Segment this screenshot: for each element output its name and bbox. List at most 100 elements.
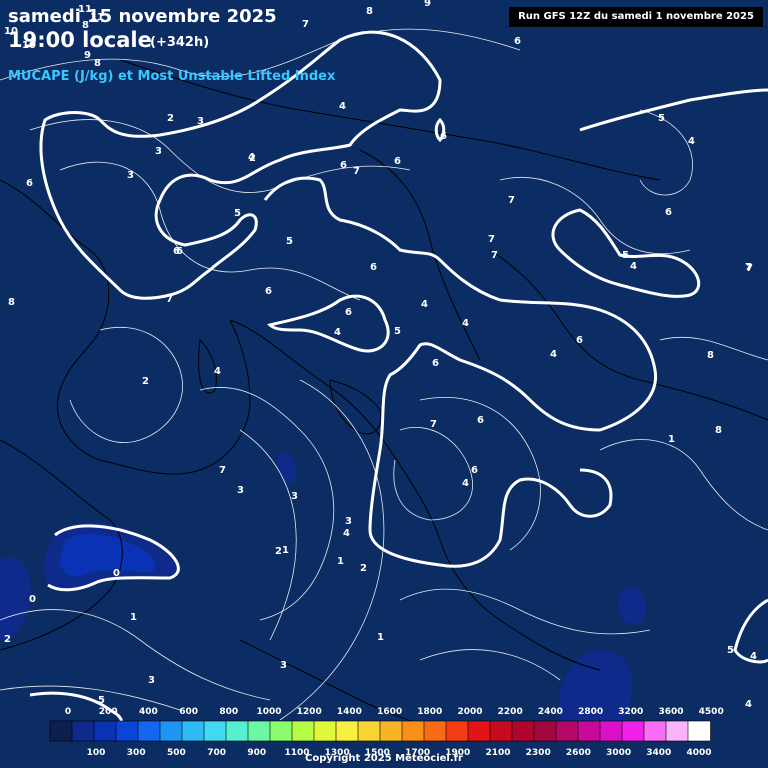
- legend-tick-label: 2600: [566, 748, 591, 758]
- legend-tick-label: 3400: [646, 748, 671, 758]
- li-contours-thick: [29, 30, 768, 732]
- legend-tick-label: 900: [247, 748, 266, 758]
- lifted-index-label: 4: [745, 699, 752, 710]
- cape-area-central: [277, 453, 297, 484]
- lifted-index-label: 8: [8, 297, 15, 308]
- li-contours-thin: [0, 28, 768, 721]
- lifted-index-label: 7: [488, 234, 495, 245]
- lifted-index-label: 6: [265, 286, 272, 297]
- cape-area-west-edge: [0, 557, 31, 640]
- lifted-index-label: 6: [394, 156, 401, 167]
- lifted-index-label: 4: [630, 261, 637, 272]
- legend-tick-label: 1600: [377, 707, 402, 717]
- lifted-index-label: 2: [275, 546, 282, 557]
- run-info-badge: Run GFS 12Z du samedi 1 novembre 2025: [509, 7, 763, 27]
- legend-color-cell: [423, 720, 447, 742]
- lifted-index-label: 0: [29, 594, 36, 605]
- lifted-index-label: 5: [98, 695, 105, 706]
- legend-tick-label: 300: [127, 748, 146, 758]
- coastlines: [0, 59, 768, 741]
- lifted-index-label: 1: [668, 434, 675, 445]
- cape-area-west-core: [59, 533, 156, 577]
- forecast-date: samedi 15 novembre 2025: [8, 6, 277, 27]
- lifted-index-label: 3: [127, 170, 134, 181]
- legend-color-cell: [225, 720, 249, 742]
- legend-color-cell: [137, 720, 161, 742]
- legend-color-cell: [203, 720, 227, 742]
- legend-tick-label: 3200: [618, 707, 643, 717]
- legend-color-cell: [401, 720, 425, 742]
- legend-color-cell: [49, 720, 73, 742]
- contour-thick-south-east: [733, 598, 768, 664]
- legend-tick-label: 500: [167, 748, 186, 758]
- lifted-index-label: 8: [715, 425, 722, 436]
- legend-color-cell: [335, 720, 359, 742]
- lifted-index-label: 3: [155, 146, 162, 157]
- contour-line: [0, 685, 181, 711]
- legend-color-bar: [49, 720, 711, 742]
- lifted-index-label: 6: [173, 246, 180, 257]
- legend-tick-label: 1000: [256, 707, 281, 717]
- contour-thick-central: [263, 176, 657, 568]
- contour-line: [399, 588, 651, 635]
- contour-line: [639, 109, 693, 196]
- lifted-index-label: 8: [82, 20, 89, 31]
- legend-color-cell: [159, 720, 183, 742]
- legend-tick-label: 800: [219, 707, 238, 717]
- legend-tick-label: 1100: [284, 748, 309, 758]
- coast-island: [329, 379, 382, 435]
- legend-tick-label: 200: [99, 707, 118, 717]
- legend-color-cell: [511, 720, 535, 742]
- lifted-index-label: 6: [576, 335, 583, 346]
- copyright-text: Copyright 2025 Meteociel.fr: [305, 753, 463, 764]
- lifted-index-label: 11: [78, 4, 92, 15]
- cape-area-southeast: [618, 586, 646, 625]
- legend-tick-label: 4500: [699, 707, 724, 717]
- cape-area-south: [560, 650, 633, 725]
- legend-tick-label: 1800: [417, 707, 442, 717]
- legend-tick-label: 0: [65, 707, 71, 717]
- legend-tick-label: 1700: [405, 748, 430, 758]
- lifted-index-label: 1: [282, 545, 289, 556]
- lifted-index-label: 3: [148, 675, 155, 686]
- lifted-index-label: 4: [334, 327, 341, 338]
- lifted-index-label: 9: [84, 50, 91, 61]
- legend-tick-label: 2200: [498, 707, 523, 717]
- legend-tick-label: 2300: [526, 748, 551, 758]
- border-north: [119, 59, 661, 181]
- contour-thick-inner: [267, 294, 390, 353]
- legend-tick-label: 100: [87, 748, 106, 758]
- legend-tick-label: 1500: [365, 748, 390, 758]
- legend-tick-label: 600: [179, 707, 198, 717]
- legend-color-cell: [489, 720, 513, 742]
- contour-line: [279, 379, 385, 721]
- coast-balkans: [489, 249, 768, 421]
- lifted-index-label: 1: [130, 612, 137, 623]
- lifted-index-label: 4: [462, 478, 469, 489]
- lifted-index-label: 6: [477, 415, 484, 426]
- lifted-index-label: 4: [339, 101, 346, 112]
- legend-color-cell: [643, 720, 667, 742]
- legend-tick-label: 2100: [485, 748, 510, 758]
- lifted-index-label: 5: [727, 645, 734, 656]
- legend-tick-label: 700: [207, 748, 226, 758]
- border-central: [359, 149, 481, 361]
- lifted-index-label: 4: [550, 349, 557, 360]
- lifted-index-label: 8: [94, 58, 101, 69]
- lifted-index-label: 3: [197, 116, 204, 127]
- contour-thick-east: [551, 208, 701, 298]
- legend-tick-label: 4000: [686, 748, 711, 758]
- contour-line: [659, 336, 768, 361]
- contour-line: [393, 427, 473, 521]
- lifted-index-label: 5: [286, 236, 293, 247]
- lifted-index-label: 4: [214, 366, 221, 377]
- lifted-index-label: 6: [340, 160, 347, 171]
- lifted-index-label: 7: [302, 19, 309, 30]
- lifted-index-label: 6: [440, 131, 447, 142]
- contour-line: [69, 327, 183, 443]
- legend-tick-label: 3600: [658, 707, 683, 717]
- lifted-index-label: 6: [432, 358, 439, 369]
